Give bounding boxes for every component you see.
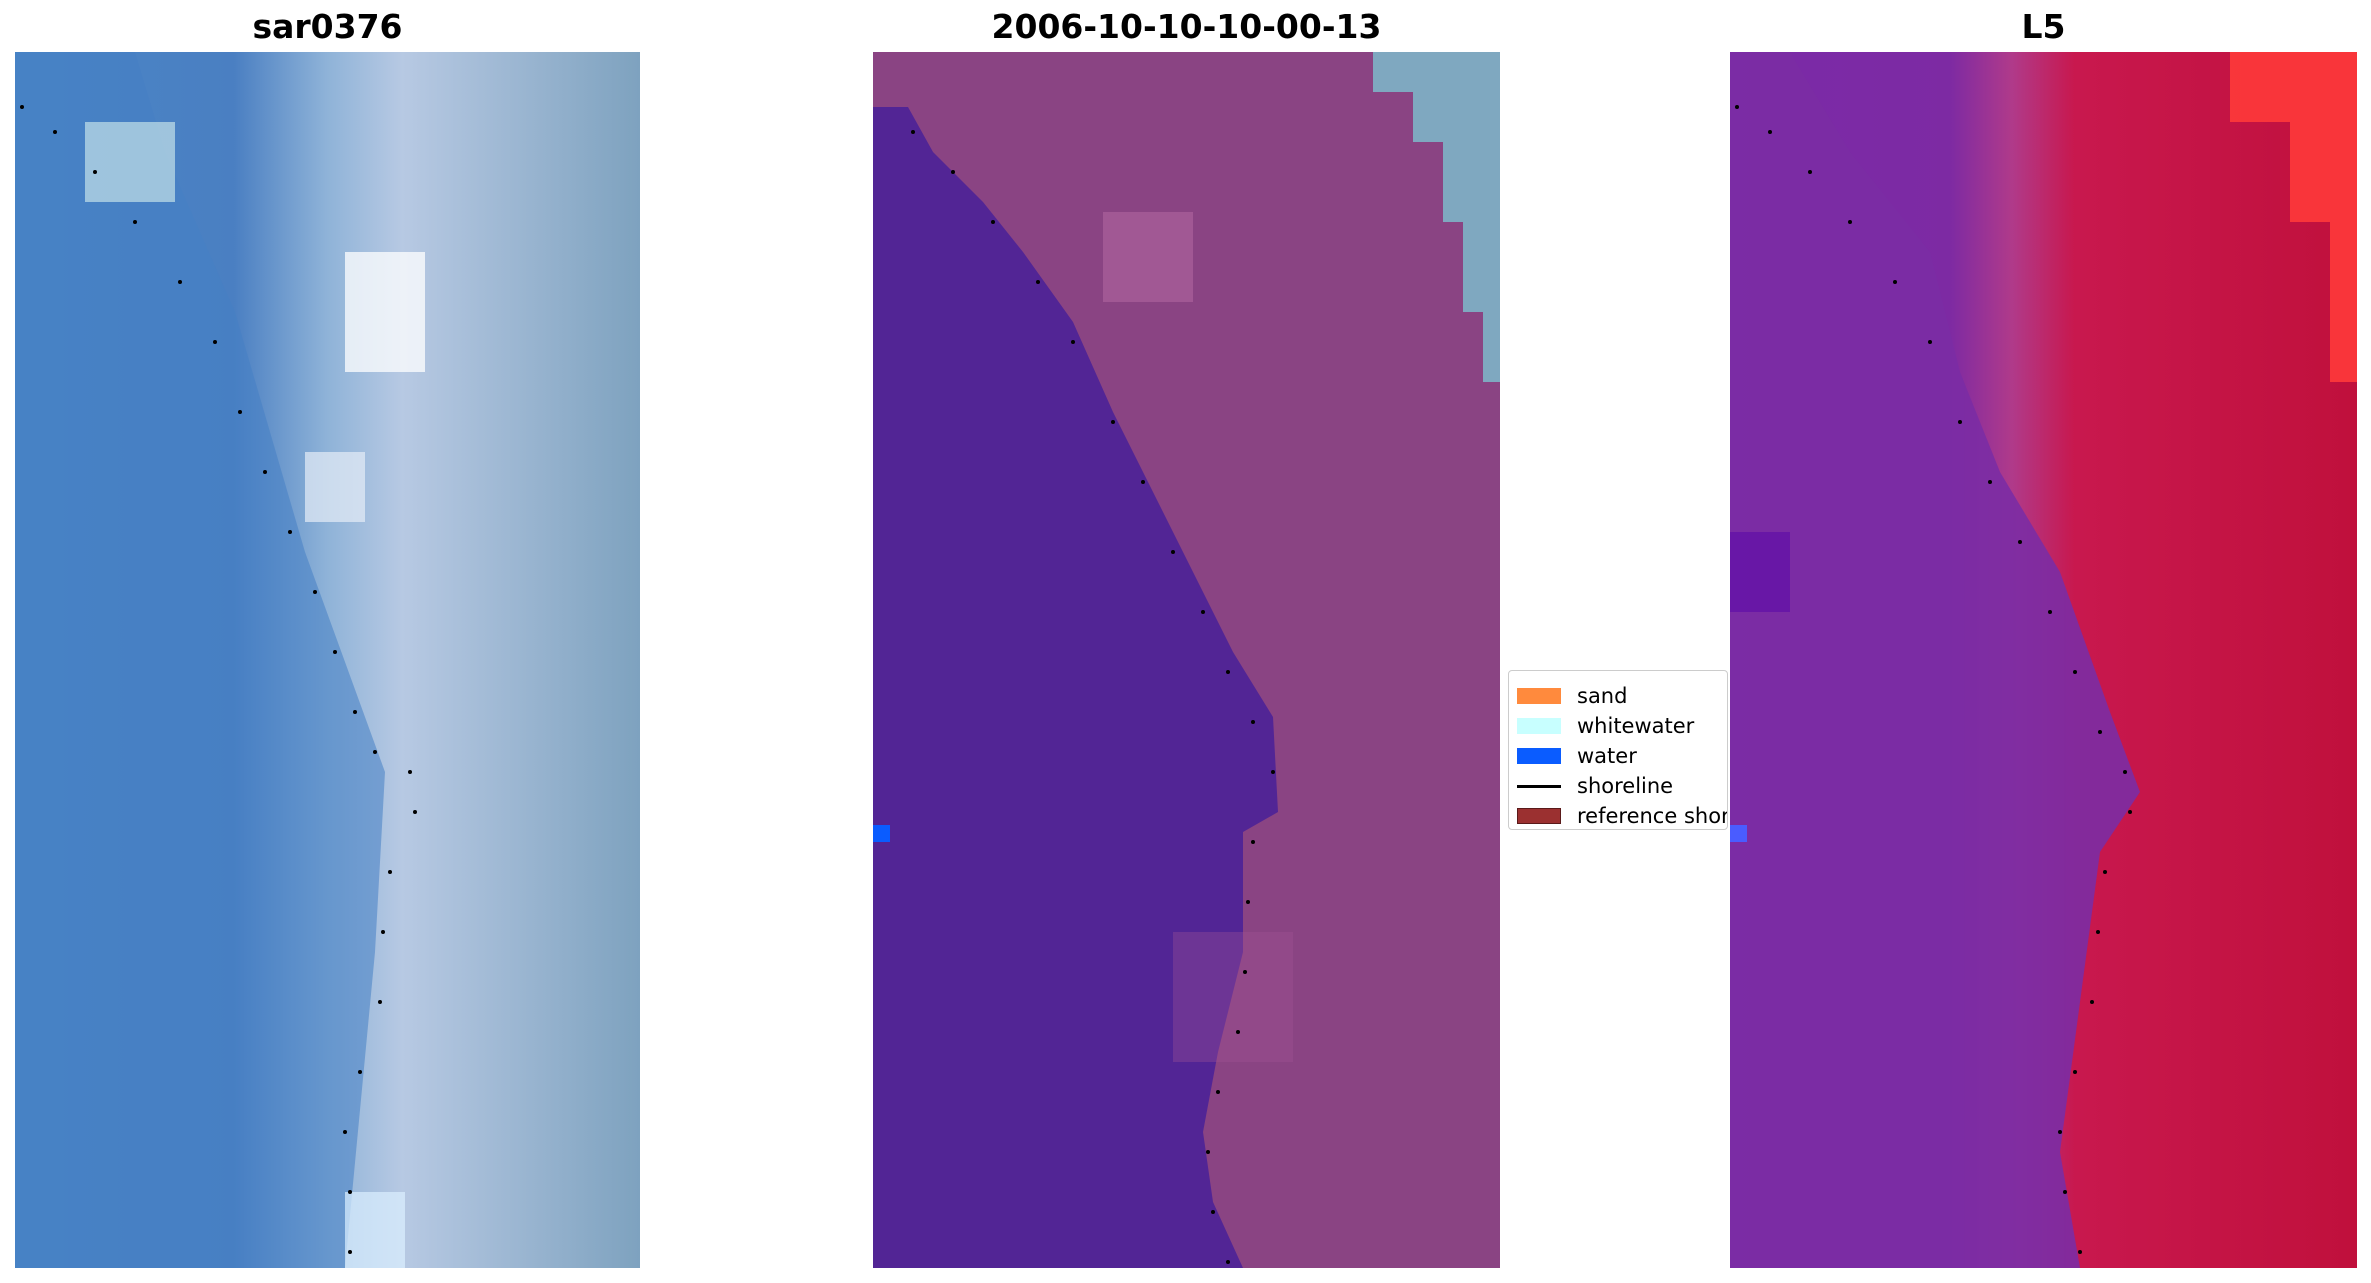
false-color-image [1730,52,2357,1268]
panel-title-false-color: L5 [2021,7,2066,46]
legend-item-whitewater: whitewater [1517,711,1694,741]
rgb-image-panel [15,52,640,1268]
classified-image-panel [873,52,1500,1268]
shoreline-dots [1735,105,2132,1254]
legend-item-water: water [1517,741,1637,771]
shoreline-dots [20,105,417,1254]
legend: sand whitewater water shoreline referenc… [1508,670,1728,830]
legend-label: water [1577,744,1637,768]
legend-label: whitewater [1577,714,1695,738]
legend-label: reference shoreline [1577,804,1728,828]
legend-item-shoreline: shoreline [1517,771,1673,801]
water-pixel [1730,825,1747,842]
water-pixel [873,825,890,842]
legend-label: sand [1577,684,1628,708]
water-swatch [1517,748,1561,764]
shoreline-line-swatch [1517,784,1561,788]
legend-label: shoreline [1577,774,1674,798]
reference-shoreline-swatch [1517,808,1561,824]
shoreline-dots [911,130,1275,1264]
false-color-panel [1730,52,2357,1268]
panel-title-classified: 2006-10-10-10-00-13 [991,7,1382,46]
classified-image [873,52,1500,1268]
legend-item-reference-shoreline: reference shoreline [1517,801,1728,829]
panel-title-rgb: sar0376 [252,7,403,46]
rgb-satellite-image [15,52,640,1268]
legend-item-sand: sand [1517,681,1627,711]
whitewater-swatch [1517,718,1561,734]
sand-swatch [1517,688,1561,704]
